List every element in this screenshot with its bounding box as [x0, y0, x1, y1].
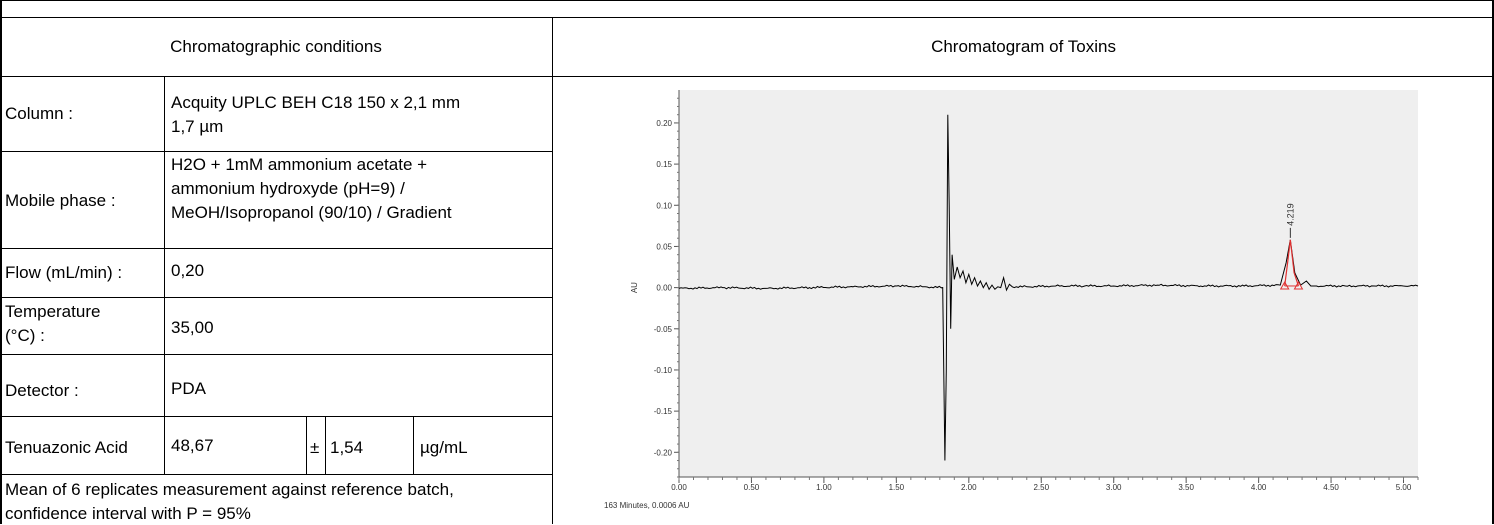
- mobile-phase-value-line-1: H2O + 1mM ammonium acetate +: [171, 155, 428, 174]
- result-label: Tenuazonic Acid: [5, 438, 128, 457]
- detector-label: Detector :: [5, 381, 79, 400]
- left-border: [0, 0, 2, 524]
- flow-label: Flow (mL/min) :: [5, 263, 123, 282]
- y-tick-label: -0.10: [654, 366, 673, 375]
- y-tick-label: 0.00: [656, 284, 672, 293]
- header-top-line: [0, 17, 1494, 18]
- y-tick-label: -0.20: [654, 448, 673, 457]
- x-tick-label: 5.00: [1396, 483, 1412, 492]
- peak-label: 4.219: [1285, 203, 1295, 226]
- row-line-2: [0, 248, 552, 249]
- x-tick-label: 0.50: [744, 483, 760, 492]
- x-tick-label: 2.50: [1033, 483, 1049, 492]
- y-tick-label: -0.15: [654, 407, 673, 416]
- mobile-phase-value-line-3: MeOH/Isopropanol (90/10) / Gradient: [171, 203, 452, 222]
- flow-value: 0,20: [171, 261, 205, 280]
- x-tick-label: 4.50: [1323, 483, 1339, 492]
- pm-left-divider: [306, 416, 307, 474]
- right-header: Chromatogram of Toxins: [931, 37, 1116, 56]
- y-tick-label: -0.05: [654, 325, 673, 334]
- row-line-5: [0, 416, 552, 417]
- result-unit: µg/mL: [420, 438, 468, 457]
- y-tick-label: 0.10: [656, 201, 672, 210]
- top-border: [0, 0, 1494, 1]
- column-value-line-1: Acquity UPLC BEH C18 150 x 2,1 mm: [171, 93, 461, 112]
- mobile-phase-value-line-2: ammonium hydroxyde (pH=9) /: [171, 179, 405, 198]
- x-tick-label: 3.00: [1106, 483, 1122, 492]
- temperature-label-line-2: (°C) :: [5, 326, 45, 345]
- pm-right-divider: [325, 416, 326, 474]
- plot-area: [679, 90, 1418, 477]
- row-line-3: [0, 297, 552, 298]
- chart-footer: 163 Minutes, 0.0006 AU: [604, 501, 690, 510]
- label-column-divider: [164, 76, 165, 474]
- x-tick-label: 1.50: [889, 483, 905, 492]
- y-axis-label: AU: [630, 282, 639, 293]
- y-tick-label: 0.20: [656, 119, 672, 128]
- middle-divider: [552, 17, 553, 524]
- row-line-6: [0, 474, 552, 475]
- chromatogram-chart: 0.20 0.15 0.10 0.05 0.00 -0.05 -0.10 -0.15 -0.20…: [604, 90, 1419, 510]
- temperature-label-line-1: Temperature: [5, 302, 101, 321]
- detector-value: PDA: [171, 379, 206, 398]
- row-line-4: [0, 354, 552, 355]
- row-line-1: [0, 151, 552, 152]
- header-bottom-line: [0, 76, 1494, 77]
- peak-marker: [1279, 280, 1290, 290]
- note-line-1: Mean of 6 replicates measurement against…: [5, 480, 454, 499]
- x-tick-label: 0.00: [671, 483, 687, 492]
- column-value-line-2: 1,7 µm: [171, 117, 224, 136]
- result-uncertainty: 1,54: [330, 438, 364, 457]
- y-tick-label: 0.15: [656, 160, 672, 169]
- mobile-phase-label: Mobile phase :: [5, 191, 116, 210]
- column-label: Column :: [5, 104, 74, 123]
- left-header: Chromatographic conditions: [170, 37, 382, 56]
- result-plus-minus: ±: [310, 438, 320, 457]
- y-tick-label: 0.05: [656, 242, 672, 251]
- right-border: [1492, 0, 1494, 524]
- x-tick-label: 4.00: [1251, 483, 1267, 492]
- chromatogram-trace: [678, 114, 1419, 461]
- peak-highlight: [1284, 239, 1300, 287]
- peak-marker: [1293, 280, 1304, 290]
- x-tick-label: 3.50: [1178, 483, 1194, 492]
- note-line-2: confidence interval with P = 95%: [5, 504, 251, 523]
- temperature-value: 35,00: [171, 318, 214, 337]
- unit-divider: [413, 416, 414, 474]
- x-tick-label: 2.00: [961, 483, 977, 492]
- x-tick-label: 1.00: [816, 483, 832, 492]
- result-value: 48,67: [171, 436, 214, 455]
